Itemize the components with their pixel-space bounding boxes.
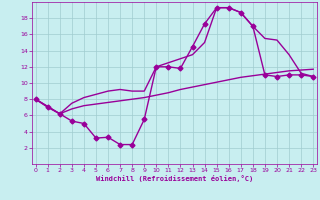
X-axis label: Windchill (Refroidissement éolien,°C): Windchill (Refroidissement éolien,°C) — [96, 175, 253, 182]
